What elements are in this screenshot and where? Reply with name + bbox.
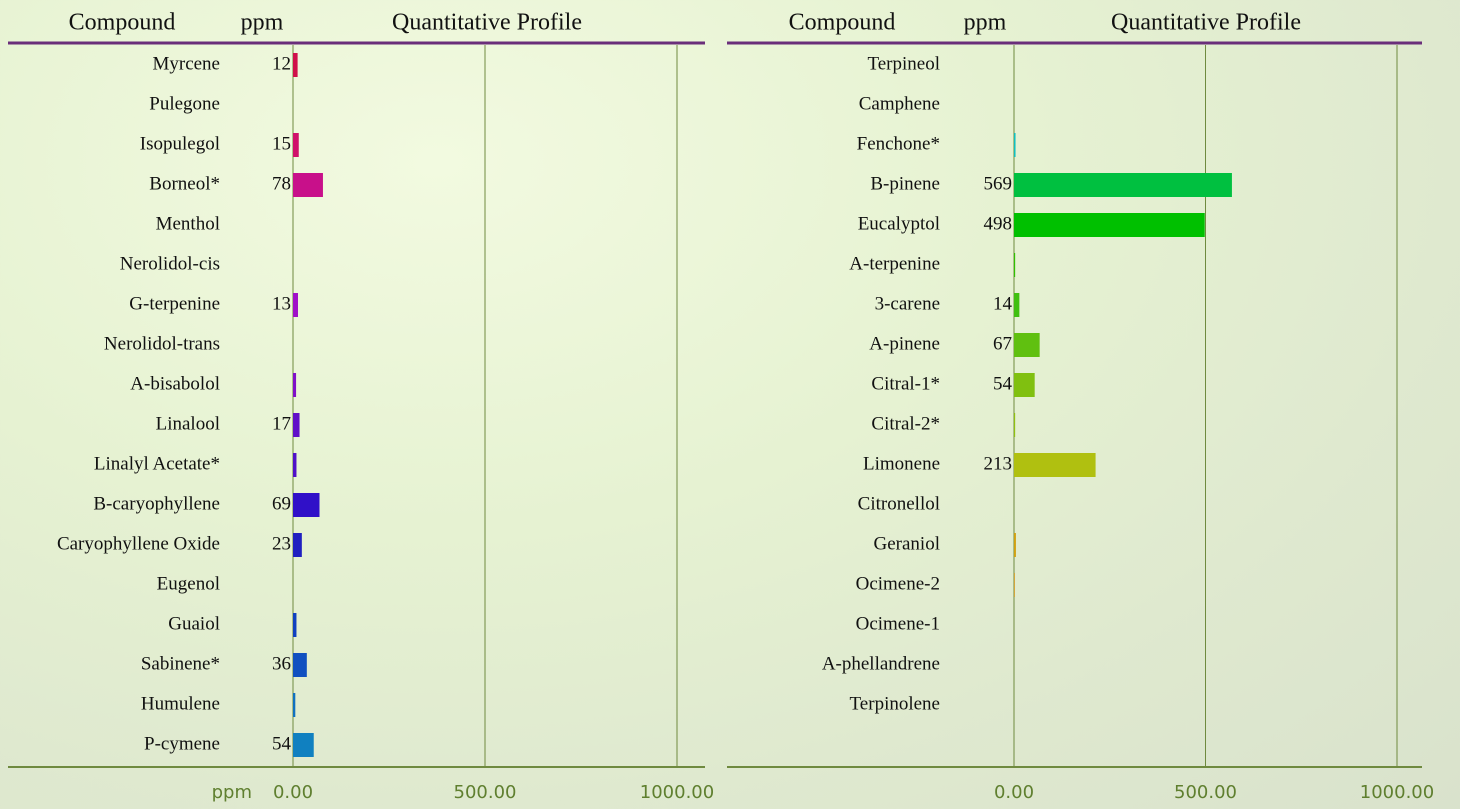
category-label: Guaiol <box>168 613 220 634</box>
value-label: 13 <box>272 293 291 314</box>
value-label: 569 <box>984 173 1013 194</box>
category-label: Eucalyptol <box>858 213 940 234</box>
bar <box>1014 533 1016 557</box>
category-label: Nerolidol-cis <box>120 253 220 274</box>
bar <box>1014 413 1016 437</box>
category-label: Caryophyllene Oxide <box>57 533 220 554</box>
bar <box>293 693 296 717</box>
bar <box>293 413 300 437</box>
category-label: Terpinolene <box>850 693 940 714</box>
column-header: Compound <box>69 10 176 36</box>
category-label: Humulene <box>141 693 220 714</box>
bar <box>293 653 307 677</box>
x-tick-label: 0.00 <box>273 782 313 803</box>
category-label: Pulegone <box>149 93 220 114</box>
column-header: Quantitative Profile <box>392 10 582 36</box>
value-label: 54 <box>993 373 1013 394</box>
category-label: A-phellandrene <box>822 653 940 674</box>
category-label: A-bisabolol <box>130 373 220 394</box>
column-header: ppm <box>964 10 1007 36</box>
value-label: 54 <box>272 733 292 754</box>
bar <box>293 533 302 557</box>
x-axis-label: ppm <box>212 782 252 803</box>
bar <box>1014 293 1020 317</box>
category-label: B-caryophyllene <box>93 493 220 514</box>
category-label: Linalool <box>156 413 220 434</box>
bar <box>293 733 314 757</box>
column-header: Quantitative Profile <box>1111 10 1301 36</box>
category-label: Ocimene-2 <box>856 573 940 594</box>
category-label: Citral-1* <box>871 373 940 394</box>
bar <box>293 293 298 317</box>
bar <box>293 53 298 77</box>
category-label: Menthol <box>156 213 220 234</box>
category-label: Terpineol <box>867 53 940 74</box>
bar <box>1014 213 1205 237</box>
category-label: Sabinene* <box>141 653 220 674</box>
category-label: P-cymene <box>144 733 220 754</box>
category-label: Fenchone* <box>857 133 940 154</box>
x-tick-label: 1000.00 <box>640 782 714 803</box>
category-label: B-pinene <box>870 173 940 194</box>
column-header: Compound <box>789 10 896 36</box>
bar <box>1014 333 1040 357</box>
bar <box>1014 253 1016 277</box>
x-tick-label: 0.00 <box>994 782 1034 803</box>
category-label: Isopulegol <box>140 133 220 154</box>
category-label: Linalyl Acetate* <box>94 453 220 474</box>
category-label: Ocimene-1 <box>856 613 940 634</box>
value-label: 14 <box>993 293 1013 314</box>
category-label: Citronellol <box>858 493 940 514</box>
category-label: Myrcene <box>152 53 220 74</box>
bar <box>1014 133 1016 157</box>
category-label: Citral-2* <box>871 413 940 434</box>
value-label: 213 <box>984 453 1013 474</box>
value-label: 69 <box>272 493 291 514</box>
category-label: Camphene <box>859 93 940 114</box>
value-label: 36 <box>272 653 291 674</box>
category-label: Limonene <box>863 453 940 474</box>
category-label: A-pinene <box>869 333 940 354</box>
category-label: G-terpenine <box>129 293 220 314</box>
bar <box>1014 373 1035 397</box>
category-label: Eugenol <box>157 573 220 594</box>
category-label: Nerolidol-trans <box>104 333 220 354</box>
value-label: 12 <box>272 53 291 74</box>
category-label: A-terpenine <box>849 253 940 274</box>
value-label: 15 <box>272 133 291 154</box>
category-label: 3-carene <box>875 293 940 314</box>
bar <box>293 453 297 477</box>
value-label: 67 <box>993 333 1012 354</box>
bar <box>1014 453 1096 477</box>
column-header: ppm <box>241 10 284 36</box>
value-label: 23 <box>272 533 291 554</box>
bar <box>1014 573 1015 597</box>
bar <box>1014 173 1232 197</box>
category-label: Geraniol <box>874 533 940 554</box>
bar <box>293 373 297 397</box>
value-label: 17 <box>272 413 291 434</box>
x-tick-label: 1000.00 <box>1360 782 1434 803</box>
value-label: 78 <box>272 173 291 194</box>
category-label: Borneol* <box>149 173 220 194</box>
bar <box>293 133 299 157</box>
bar <box>293 493 320 517</box>
bar <box>293 173 323 197</box>
value-label: 498 <box>984 213 1013 234</box>
x-tick-label: 500.00 <box>454 782 517 803</box>
x-tick-label: 500.00 <box>1174 782 1237 803</box>
bar <box>293 613 297 637</box>
